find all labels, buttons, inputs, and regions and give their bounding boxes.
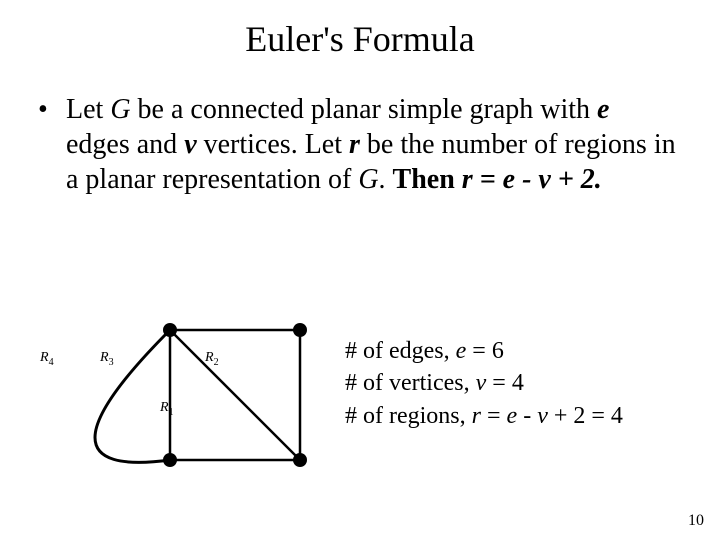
slide: { "title": "Euler's Formula", "bullet": … bbox=[0, 0, 720, 540]
formula: r = e - v + 2. bbox=[462, 164, 602, 195]
var-r: r bbox=[349, 129, 360, 160]
region-r4: R4 bbox=[40, 350, 54, 368]
region-r2: R2 bbox=[205, 350, 219, 368]
var-G: G bbox=[110, 94, 130, 125]
graph-diagram bbox=[40, 300, 340, 490]
page-number: 10 bbox=[688, 512, 704, 530]
t1: Let bbox=[66, 94, 110, 125]
bullet-text: Let G be a connected planar simple graph… bbox=[66, 92, 678, 197]
t3: edges and bbox=[66, 129, 184, 160]
info-line-edges: # of edges, e = 6 bbox=[345, 335, 705, 367]
info-block: # of edges, e = 6 # of vertices, v = 4 #… bbox=[345, 335, 705, 432]
var-e: e bbox=[597, 94, 609, 125]
var-v: v bbox=[184, 129, 196, 160]
t2: be a connected planar simple graph with bbox=[131, 94, 598, 125]
slide-title: Euler's Formula bbox=[0, 0, 720, 60]
t4: vertices. Let bbox=[197, 129, 349, 160]
t6: . bbox=[379, 164, 393, 195]
graph-svg bbox=[40, 300, 340, 490]
then-word: Then bbox=[393, 164, 462, 195]
region-r3: R3 bbox=[100, 350, 114, 368]
info-line-regions: # of regions, r = e - v + 2 = 4 bbox=[345, 400, 705, 432]
var-G2: G bbox=[358, 164, 378, 195]
region-r1: R1 bbox=[160, 400, 174, 418]
info-line-vertices: # of vertices, v = 4 bbox=[345, 367, 705, 399]
bullet-block: • Let G be a connected planar simple gra… bbox=[38, 92, 678, 197]
bullet-marker: • bbox=[38, 92, 66, 197]
